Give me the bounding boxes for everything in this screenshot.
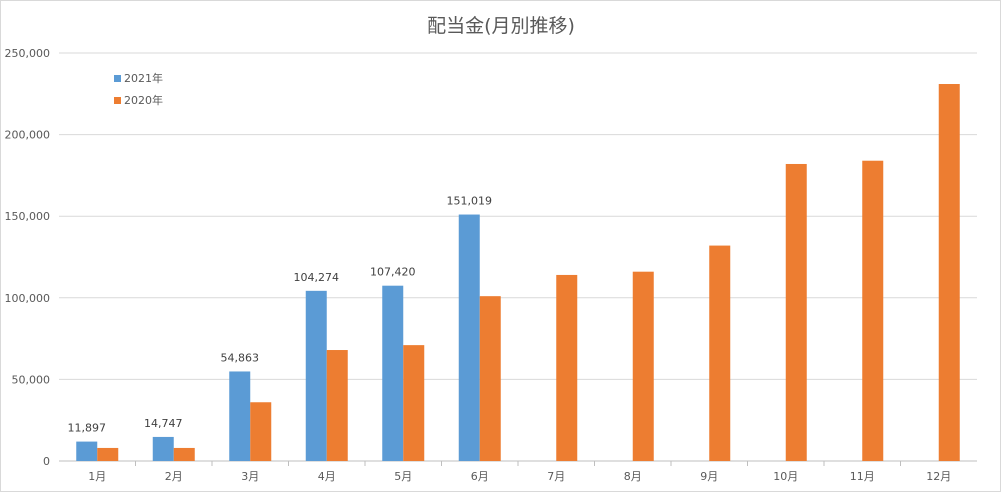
bar-series2: [403, 345, 425, 461]
bar-series1: [458, 214, 480, 461]
x-tick-label: 9月: [700, 470, 718, 483]
y-tick-label: 200,000: [5, 129, 51, 142]
bar-series2: [479, 296, 501, 461]
legend-label: 2020年: [124, 93, 163, 107]
y-tick-label: 0: [43, 455, 50, 468]
x-tick-label: 1月: [88, 470, 106, 483]
x-tick-label: 12月: [926, 470, 951, 483]
bar-series2: [785, 163, 807, 461]
x-tick-label: 11月: [850, 470, 875, 483]
legend-swatch: [114, 75, 121, 82]
bar-series1: [152, 436, 174, 461]
chart-title: 配当金(月別推移): [427, 15, 575, 37]
y-tick-label: 100,000: [5, 292, 51, 305]
y-tick-label: 250,000: [5, 47, 51, 60]
x-tick-label: 7月: [547, 470, 565, 483]
bar-series2: [326, 350, 348, 461]
x-tick-label: 10月: [773, 470, 798, 483]
bar-series2: [173, 447, 195, 461]
x-axis: 1月 2月 3月 4月 5月 6月 7月 8月 9月 10月 11月 12月: [88, 461, 951, 483]
legend: 2021年 2020年: [114, 71, 163, 107]
bar-series1: [305, 290, 327, 461]
data-label: 104,274: [294, 271, 340, 284]
bar-series1: [76, 441, 98, 461]
x-tick-label: 5月: [394, 470, 412, 483]
bar-series2: [938, 84, 960, 462]
x-tick-label: 2月: [165, 470, 183, 483]
y-tick-label: 50,000: [12, 373, 51, 386]
data-labels: 11,897 14,747 54,863 104,274 107,420 151,019: [68, 195, 493, 435]
x-tick-label: 8月: [624, 470, 642, 483]
data-label: 151,019: [447, 195, 493, 208]
bar-series2: [709, 245, 731, 461]
y-axis: 0 50,000 100,000 150,000 200,000 250,000: [5, 47, 51, 468]
legend-label: 2021年: [124, 71, 163, 85]
bar-series2: [632, 271, 654, 461]
bar-series2: [250, 402, 272, 461]
x-tick-label: 6月: [471, 470, 489, 483]
legend-swatch: [114, 97, 121, 104]
bar-series2: [97, 447, 119, 461]
bar-series1: [229, 371, 251, 461]
gridlines: [59, 52, 977, 462]
bar-series1: [382, 285, 404, 461]
bar-series2: [556, 274, 578, 461]
data-label: 54,863: [221, 351, 260, 364]
x-tick-label: 3月: [241, 470, 259, 483]
data-label: 14,747: [144, 417, 183, 430]
bars: [76, 84, 960, 462]
y-tick-label: 150,000: [5, 210, 51, 223]
data-label: 11,897: [68, 422, 107, 435]
bar-series2: [862, 160, 884, 461]
x-tick-label: 4月: [318, 470, 336, 483]
data-label: 107,420: [370, 266, 416, 279]
